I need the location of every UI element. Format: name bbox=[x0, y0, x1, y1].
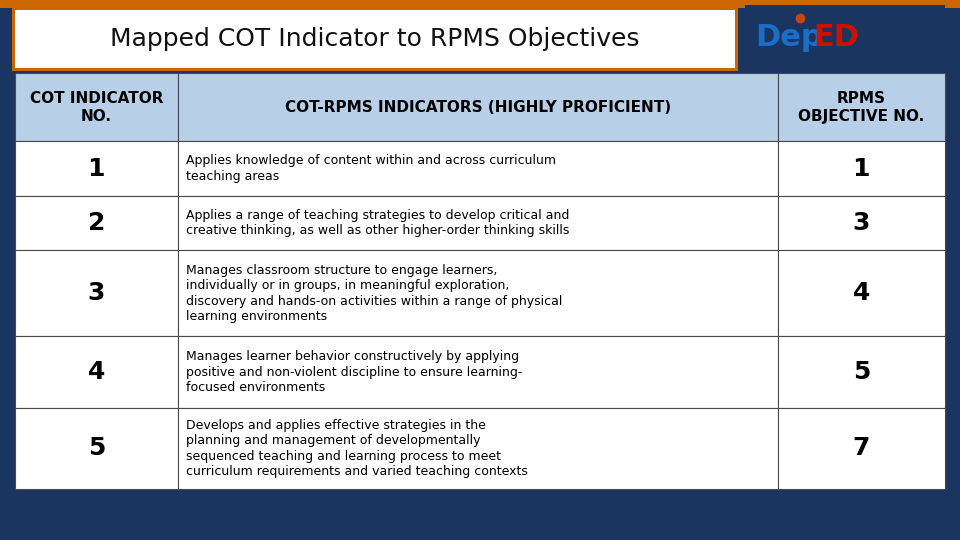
Bar bbox=[178, 196, 778, 251]
Text: ED: ED bbox=[813, 24, 859, 52]
Bar bbox=[15, 408, 178, 489]
Bar bbox=[778, 73, 945, 141]
Bar bbox=[778, 141, 945, 196]
Text: 1: 1 bbox=[87, 157, 106, 181]
Text: 4: 4 bbox=[87, 360, 105, 384]
Text: 1: 1 bbox=[852, 157, 870, 181]
Bar bbox=[178, 73, 778, 141]
Bar bbox=[15, 73, 178, 141]
Text: 3: 3 bbox=[852, 211, 870, 235]
Text: Dep: Dep bbox=[755, 24, 823, 52]
Text: 4: 4 bbox=[852, 281, 870, 306]
Bar bbox=[745, 5, 945, 70]
Text: 2: 2 bbox=[87, 211, 105, 235]
Bar bbox=[12, 7, 738, 71]
Text: 3: 3 bbox=[87, 281, 105, 306]
Bar bbox=[778, 336, 945, 408]
Text: 7: 7 bbox=[852, 436, 870, 461]
Text: Manages classroom structure to engage learners,
individually or in groups, in me: Manages classroom structure to engage le… bbox=[185, 264, 563, 323]
Text: 5: 5 bbox=[87, 436, 105, 461]
Bar bbox=[778, 251, 945, 336]
Text: Au
Ak: Au Ak bbox=[18, 501, 35, 522]
Bar bbox=[778, 408, 945, 489]
Bar bbox=[15, 10, 735, 68]
Bar bbox=[15, 196, 178, 251]
Text: Mapped COT Indicator to RPMS Objectives: Mapped COT Indicator to RPMS Objectives bbox=[110, 27, 639, 51]
Bar bbox=[178, 336, 778, 408]
Bar bbox=[15, 251, 178, 336]
Bar bbox=[178, 141, 778, 196]
Text: Applies a range of teaching strategies to develop critical and
creative thinking: Applies a range of teaching strategies t… bbox=[185, 209, 569, 238]
Bar bbox=[15, 336, 178, 408]
Text: Applies knowledge of content within and across curriculum
teaching areas: Applies knowledge of content within and … bbox=[185, 154, 556, 183]
Bar bbox=[178, 251, 778, 336]
Text: Develops and applies effective strategies in the
planning and management of deve: Develops and applies effective strategie… bbox=[185, 418, 528, 478]
Bar bbox=[0, 0, 960, 8]
Bar bbox=[15, 141, 178, 196]
Text: 5: 5 bbox=[852, 360, 870, 384]
Text: RPMS
OBJECTIVE NO.: RPMS OBJECTIVE NO. bbox=[798, 91, 924, 124]
Bar bbox=[178, 408, 778, 489]
Text: COT-RPMS INDICATORS (HIGHLY PROFICIENT): COT-RPMS INDICATORS (HIGHLY PROFICIENT) bbox=[284, 100, 671, 114]
Text: Manages learner behavior constructively by applying
positive and non-violent dis: Manages learner behavior constructively … bbox=[185, 350, 522, 394]
Bar bbox=[778, 196, 945, 251]
Text: COT INDICATOR
NO.: COT INDICATOR NO. bbox=[30, 91, 163, 124]
